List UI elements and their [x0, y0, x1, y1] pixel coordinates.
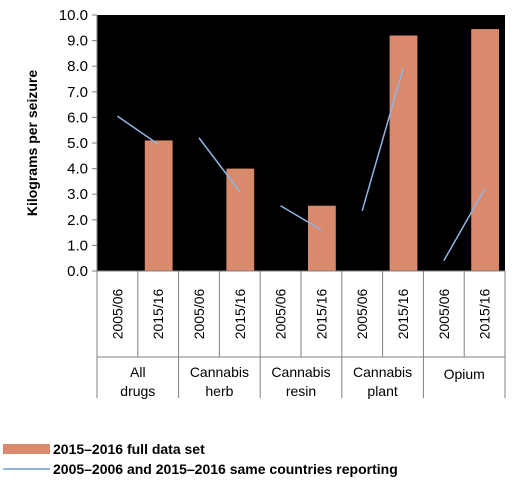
x-year-label: 2005/06 [109, 288, 125, 339]
legend-label-bar: 2015–2016 full data set [53, 441, 205, 457]
same-countries-line [361, 68, 404, 212]
x-year-label: 2005/06 [191, 288, 207, 339]
legend-swatch-line [3, 468, 50, 470]
x-group-label: Cannabis [271, 364, 330, 380]
y-tick-label: 6.0 [67, 109, 88, 126]
bar-2015-16 [226, 168, 255, 271]
x-group-label: Cannabis [353, 364, 412, 380]
x-year-label: 2015/16 [150, 288, 166, 339]
x-year-label: 2015/16 [395, 288, 411, 339]
x-year-label: 2005/06 [354, 288, 370, 339]
y-tick-label: 7.0 [67, 84, 88, 101]
bar-2015-16 [389, 35, 418, 272]
x-year-label: 2015/16 [313, 288, 329, 339]
y-tick-label: 10.0 [59, 7, 88, 24]
x-year-label: 2015/16 [477, 288, 493, 339]
same-countries-line [116, 115, 159, 145]
x-group-label: herb [205, 383, 233, 399]
y-tick-label: 3.0 [67, 186, 88, 203]
x-group-label: plant [367, 383, 397, 399]
y-tick-label: 0.0 [67, 263, 88, 280]
x-group-label: Opium [444, 366, 485, 382]
x-group-label: drugs [120, 383, 155, 399]
x-group-label: resin [286, 383, 316, 399]
bar-2015-16 [308, 205, 336, 271]
y-tick-label: 5.0 [67, 135, 88, 152]
same-countries-line [280, 205, 322, 231]
legend-swatch-bar [3, 444, 50, 454]
y-axis-title: Kilograms per seizure [24, 70, 40, 216]
same-countries-line [198, 137, 241, 193]
x-year-label: 2015/16 [232, 288, 248, 339]
y-tick-label: 1.0 [67, 237, 88, 254]
y-tick-label: 4.0 [67, 161, 88, 178]
x-year-label: 2005/06 [436, 288, 452, 339]
y-tick-label: 8.0 [67, 58, 88, 75]
legend-label-line: 2005–2006 and 2015–2016 same countries r… [53, 461, 398, 477]
x-group-label: Cannabis [190, 364, 249, 380]
x-group-label: All [130, 364, 146, 380]
bar-2015-16 [144, 140, 173, 271]
y-tick-label: 9.0 [67, 33, 88, 50]
y-tick-label: 2.0 [67, 212, 88, 229]
bar-2015-16 [471, 29, 499, 271]
x-year-label: 2005/06 [273, 288, 289, 339]
same-countries-line [443, 188, 486, 262]
